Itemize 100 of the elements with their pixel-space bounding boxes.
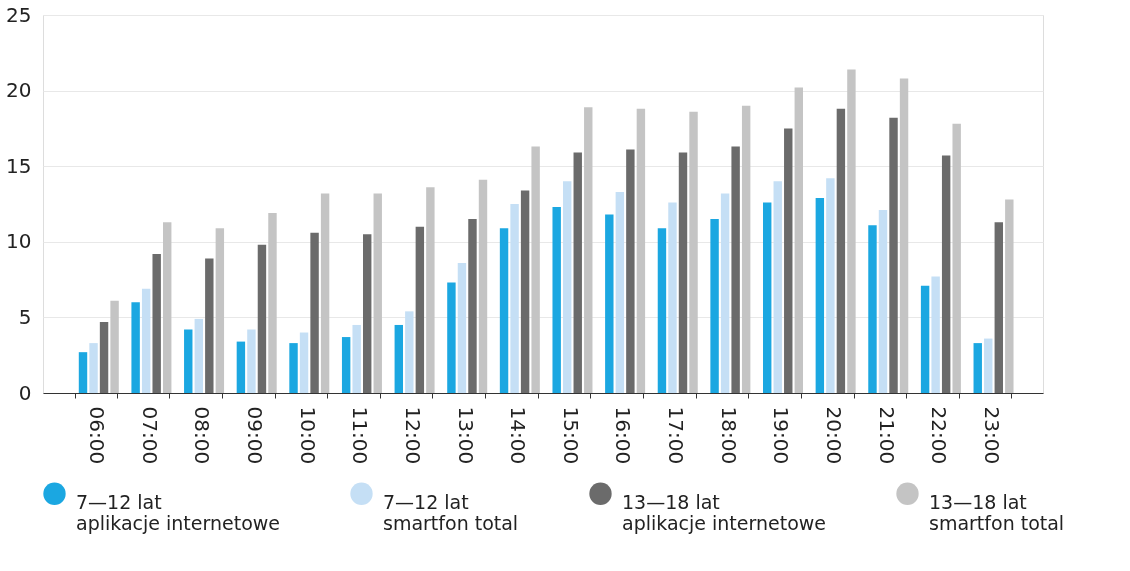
bar (605, 214, 614, 393)
bar (320, 193, 330, 393)
bar (141, 288, 151, 393)
bar (815, 197, 825, 393)
bar (426, 187, 435, 393)
x-tick-label: 22:00 (927, 406, 952, 465)
bar (373, 193, 382, 393)
bar (205, 258, 214, 393)
bar (457, 262, 467, 393)
bar (994, 222, 1003, 393)
bar (847, 69, 856, 393)
bar (563, 181, 572, 393)
bar (341, 337, 351, 393)
x-tick-label: 06:00 (85, 406, 110, 465)
bar (405, 311, 414, 393)
x-tick-label: 11:00 (348, 406, 373, 465)
x-tick-label: 10:00 (295, 406, 320, 465)
bar (920, 285, 930, 393)
bar (394, 324, 403, 393)
bar (478, 179, 488, 393)
bar (447, 282, 456, 393)
x-tick-label: 15:00 (558, 406, 583, 465)
bar (836, 108, 846, 393)
y-tick-label: 15 (6, 153, 32, 178)
x-tick-label: 16:00 (611, 406, 636, 465)
legend-label: 13—18 lat aplikacje internetowe (622, 490, 826, 534)
bar (615, 191, 625, 393)
x-tick-label: 21:00 (874, 406, 899, 465)
bar (731, 146, 740, 393)
x-tick-label: 13:00 (453, 406, 478, 465)
bar (468, 219, 477, 393)
x-tick-label: 12:00 (400, 406, 425, 465)
bar (163, 222, 172, 393)
bar (236, 341, 246, 393)
bar (215, 228, 225, 393)
bar (1005, 199, 1014, 393)
bar (184, 329, 193, 393)
bar (352, 324, 361, 393)
bar (531, 146, 540, 393)
bar (510, 204, 519, 393)
bar (794, 87, 803, 393)
bar (689, 111, 698, 393)
bar (889, 117, 898, 393)
bar (657, 228, 667, 393)
y-tick-label: 10 (6, 229, 32, 254)
bar (573, 152, 582, 393)
bar (99, 321, 109, 393)
bar (584, 107, 593, 393)
y-tick-label: 5 (18, 304, 32, 329)
bar (868, 225, 877, 393)
legend-label: 7—12 lat smartfon total (383, 490, 519, 534)
bar (552, 207, 561, 393)
bar (415, 226, 425, 393)
x-tick-label: 23:00 (979, 406, 1004, 465)
bar (984, 338, 993, 393)
bar (247, 329, 256, 393)
bar (626, 149, 635, 393)
legend-label: 13—18 lat smartfon total (929, 490, 1065, 534)
bar (678, 152, 688, 393)
x-tick-label: 07:00 (137, 406, 162, 465)
bar (299, 332, 309, 393)
bar (89, 343, 98, 393)
y-tick-label: 20 (6, 78, 32, 103)
bar (289, 343, 298, 393)
bar (131, 302, 140, 393)
bar (941, 155, 951, 393)
bar (784, 128, 793, 393)
bar (499, 228, 509, 393)
bar (710, 219, 719, 393)
bar (78, 352, 88, 393)
bar (363, 234, 372, 393)
bar (763, 202, 772, 393)
x-tick-label: 14:00 (506, 406, 531, 465)
bar (636, 108, 646, 393)
x-tick-label: 09:00 (243, 406, 268, 465)
y-tick-label: 25 (6, 2, 32, 27)
bar (110, 300, 119, 393)
bar (826, 178, 835, 393)
x-tick-label: 18:00 (716, 406, 741, 465)
x-tick-label: 19:00 (769, 406, 794, 465)
x-tick-label: 08:00 (190, 406, 215, 465)
bar (310, 232, 319, 393)
bar (194, 318, 203, 393)
bar (720, 193, 730, 393)
bar (773, 181, 782, 393)
bar (520, 190, 530, 393)
bar (257, 244, 267, 393)
bar (741, 105, 751, 393)
bar (268, 213, 277, 393)
y-tick-label: 0 (18, 380, 32, 405)
bar (878, 210, 888, 393)
bar (931, 276, 940, 393)
bar (152, 253, 161, 393)
bar (973, 343, 982, 393)
x-tick-label: 20:00 (821, 406, 846, 465)
bar (899, 78, 909, 393)
x-tick-label: 17:00 (664, 406, 689, 465)
bar (668, 202, 677, 393)
legend-label: 7—12 lat aplikacje internetowe (76, 490, 280, 534)
bar (952, 123, 961, 393)
